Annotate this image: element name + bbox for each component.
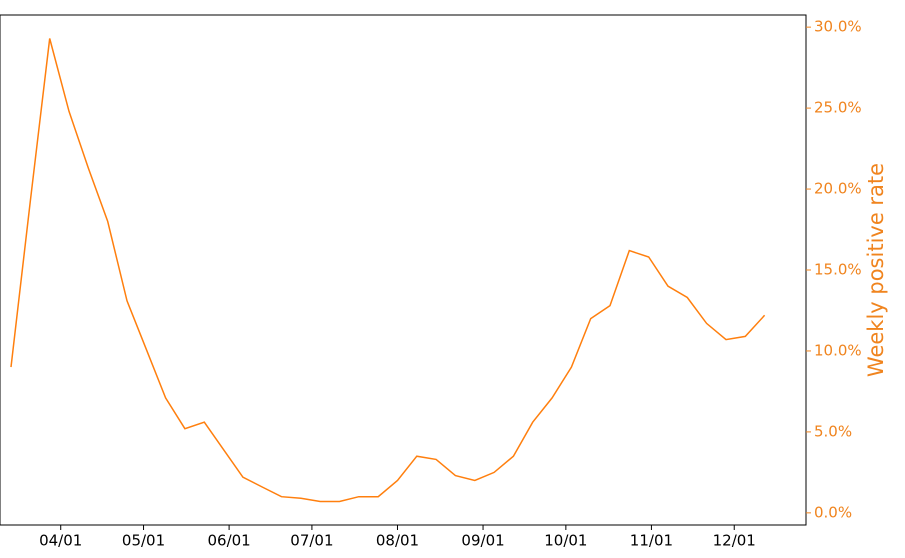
line-series xyxy=(10,38,766,503)
y2-tick-label: 25.0% xyxy=(814,99,862,117)
x-tick-label: 06/01 xyxy=(207,532,250,550)
x-tick-label: 05/01 xyxy=(122,532,165,550)
y2-axis-label: Weekly positive rate xyxy=(864,163,888,377)
y2-tick-label: 5.0% xyxy=(814,422,852,440)
y2-tick-label: 15.0% xyxy=(814,261,862,279)
x-tick-label: 07/01 xyxy=(290,532,333,550)
y2-tick-label: 20.0% xyxy=(814,180,862,198)
y2-tick-label: 30.0% xyxy=(814,18,862,36)
x-tick-label: 11/01 xyxy=(630,532,673,550)
x-tick-label: 08/01 xyxy=(376,532,419,550)
x-tick-label: 04/01 xyxy=(39,532,82,550)
y2-tick-label: 10.0% xyxy=(814,341,862,359)
plot-frame xyxy=(0,14,807,526)
x-tick-label: 10/01 xyxy=(544,532,587,550)
y2-tick-label: 0.0% xyxy=(814,503,852,521)
x-tick-label: 09/01 xyxy=(461,532,504,550)
x-tick-label: 12/01 xyxy=(713,532,756,550)
